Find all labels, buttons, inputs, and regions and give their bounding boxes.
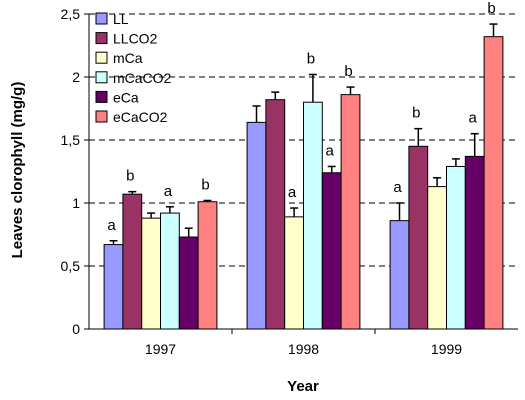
y-axis-title: Leaves clorophyll (mg/g) — [9, 82, 26, 259]
legend-swatch — [95, 110, 108, 123]
x-tick-label: 1998 — [288, 341, 319, 357]
legend-swatch — [95, 51, 108, 64]
bar — [141, 217, 161, 330]
legend-swatch — [95, 90, 108, 103]
y-tick-label: 1,5 — [61, 132, 81, 148]
bar — [464, 155, 485, 330]
legend: LL LLCO2 mCa mCaCO2 eCa eCaCO2 — [95, 11, 172, 125]
significance-letter: a — [393, 179, 402, 196]
significance-letter: a — [288, 184, 297, 201]
legend-label: eCa — [113, 89, 139, 105]
significance-letter: b — [201, 176, 209, 193]
significance-letter: a — [326, 142, 335, 159]
legend-label: LLCO2 — [113, 31, 158, 47]
legend-swatch — [95, 32, 108, 45]
significance-letter: b — [126, 168, 134, 185]
x-tick-label: 1997 — [145, 341, 176, 357]
y-tick-label: 1 — [72, 195, 80, 211]
bar — [246, 121, 267, 330]
legend-label: eCaCO2 — [113, 109, 168, 125]
significance-letters: a b a b a b a b a b a b — [107, 0, 495, 234]
legend-label: mCa — [113, 50, 143, 66]
y-tick-label: 0,5 — [61, 258, 81, 274]
bar — [389, 220, 410, 330]
error-bars — [109, 23, 498, 245]
y-tick-label: 2 — [72, 69, 80, 85]
bar — [160, 212, 180, 330]
x-tick-labels: 1997 1998 1999 — [145, 341, 462, 357]
legend-label: LL — [113, 11, 129, 27]
bar — [197, 201, 218, 330]
legend-swatch — [95, 71, 108, 84]
bar — [265, 99, 286, 330]
significance-letter: b — [412, 105, 420, 122]
bar — [483, 36, 504, 330]
bar-group — [103, 36, 504, 330]
bar — [284, 216, 305, 330]
bar — [122, 193, 143, 330]
significance-letter: a — [107, 217, 116, 234]
bar — [427, 186, 448, 330]
legend-swatch — [95, 12, 108, 25]
bar — [303, 101, 323, 330]
significance-letter: b — [344, 63, 352, 80]
y-tick-labels: 0 0,5 1 1,5 2 2,5 — [61, 6, 81, 337]
y-tick-label: 0 — [72, 321, 80, 337]
significance-letter: a — [469, 110, 478, 127]
significance-letter: b — [487, 0, 495, 17]
bar — [178, 236, 199, 330]
bar — [340, 94, 361, 330]
significance-letter: a — [164, 183, 173, 200]
legend-label: mCaCO2 — [113, 70, 172, 86]
bar — [408, 145, 429, 330]
significance-letter: b — [307, 50, 315, 67]
y-tick-label: 2,5 — [61, 6, 81, 22]
x-tick-label: 1999 — [431, 341, 462, 357]
bar — [321, 172, 342, 330]
bar — [103, 244, 124, 330]
bar — [446, 165, 466, 330]
axes — [84, 13, 518, 334]
x-axis-title: Year — [287, 378, 319, 395]
